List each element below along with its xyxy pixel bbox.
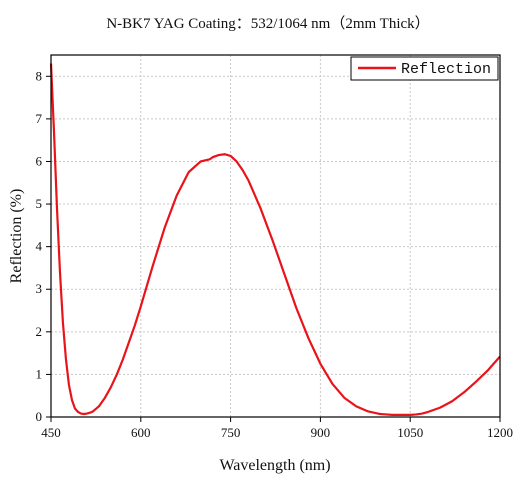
y-tick-label: 2 xyxy=(36,324,43,339)
y-tick-label: 6 xyxy=(36,153,43,168)
legend-label-reflection: Reflection xyxy=(401,61,491,78)
y-tick-label: 5 xyxy=(36,196,43,211)
x-tick-label: 450 xyxy=(41,425,61,440)
grid xyxy=(51,55,500,417)
axis-ticks xyxy=(46,75,501,422)
x-tick-label: 750 xyxy=(221,425,241,440)
x-axis-label: Wavelength (nm) xyxy=(219,457,330,474)
y-tick-label: 8 xyxy=(36,68,43,83)
y-tick-label: 1 xyxy=(36,366,43,381)
x-tick-label: 1050 xyxy=(397,425,423,440)
chart-title: N-BK7 YAG Coating：532/1064 nm（2mm Thick） xyxy=(106,15,429,32)
x-tick-label: 1200 xyxy=(487,425,513,440)
legend-box xyxy=(350,56,499,81)
y-tick-label: 4 xyxy=(36,239,43,254)
x-tick-label: 600 xyxy=(131,425,151,440)
y-axis-label: Reflection (%) xyxy=(8,189,25,284)
series-line-reflection xyxy=(49,63,501,416)
y-tick-label: 3 xyxy=(36,281,43,296)
legend: Reflection xyxy=(350,56,499,81)
y-tick-labels: 0 1 2 3 4 5 6 7 8 xyxy=(36,68,43,424)
y-tick-label: 7 xyxy=(36,111,43,126)
x-tick-labels: 450 600 750 900 1050 1200 xyxy=(41,425,513,440)
y-tick-label: 0 xyxy=(36,409,43,424)
plot-frame xyxy=(50,54,501,418)
x-tick-label: 900 xyxy=(311,425,331,440)
